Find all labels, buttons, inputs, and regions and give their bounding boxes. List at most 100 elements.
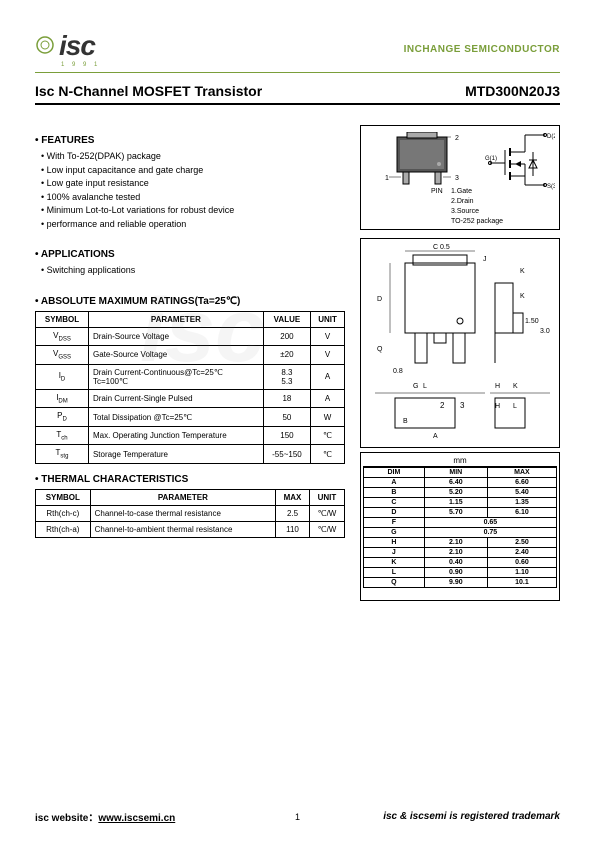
- feature-item: performance and reliable operation: [41, 218, 345, 232]
- mechanical-drawing: C 0.5 D Q 0.8 G L 2 3 J K K 1.50 3.0 H K…: [360, 238, 560, 448]
- table-header: VALUE: [263, 311, 310, 327]
- table-row: TstgStorage Temperature-55~150℃: [36, 445, 345, 464]
- svg-text:D: D: [377, 296, 382, 303]
- thermal-head: • THERMAL CHARACTERISTICS: [35, 474, 345, 485]
- unit-cell: ℃/W: [309, 522, 344, 538]
- dim-cell: J: [364, 548, 425, 558]
- unit-cell: A: [311, 389, 345, 408]
- feature-item: 100% avalanche tested: [41, 191, 345, 205]
- dim-cell: 5.70: [424, 508, 487, 518]
- features-head: • FEATURES: [35, 135, 345, 146]
- right-column: 1 3 2: [360, 125, 560, 601]
- unit-cell: ℃/W: [309, 506, 344, 522]
- value-cell: 110: [276, 522, 310, 538]
- svg-text:H: H: [495, 383, 500, 390]
- company-name: INCHANGE SEMICONDUCTOR: [404, 44, 560, 55]
- svg-text:2: 2: [455, 135, 459, 142]
- applications-list: Switching applications: [35, 264, 345, 278]
- table-header: SYMBOL: [36, 490, 91, 506]
- dim-cell: C: [364, 498, 425, 508]
- left-column: • FEATURES With To-252(DPAK) packageLow …: [35, 125, 345, 601]
- dim-cell: 10.1: [487, 578, 556, 588]
- svg-text:3: 3: [460, 401, 465, 410]
- dim-cell: 5.20: [424, 488, 487, 498]
- svg-text:K: K: [520, 268, 525, 275]
- svg-text:1.50: 1.50: [525, 318, 539, 325]
- feature-item: Minimum Lot-to-Lot variations for robust…: [41, 204, 345, 218]
- svg-text:G: G: [413, 383, 418, 390]
- dim-cell: 2.10: [424, 538, 487, 548]
- page-footer: isc website：www.iscsemi.cn 1 isc & iscse…: [35, 809, 560, 824]
- table-row: H2.102.50: [364, 538, 557, 548]
- table-row: VGSSGate-Source Voltage±20V: [36, 346, 345, 365]
- table-row: PDTotal Dissipation @Tc=25℃50W: [36, 408, 345, 427]
- dim-cell: 0.90: [424, 568, 487, 578]
- unit-cell: W: [311, 408, 345, 427]
- table-header: MAX: [487, 468, 556, 478]
- footer-left: isc website：www.iscsemi.cn: [35, 809, 175, 824]
- feature-item: With To-252(DPAK) package: [41, 150, 345, 164]
- absmax-table: SYMBOLPARAMETERVALUEUNIT VDSSDrain-Sourc…: [35, 311, 345, 465]
- dim-cell: Q: [364, 578, 425, 588]
- part-number: MTD300N20J3: [465, 83, 560, 99]
- dim-cell: K: [364, 558, 425, 568]
- symbol-cell: Tch: [36, 426, 89, 445]
- param-cell: Channel-to-ambient thermal resistance: [90, 522, 275, 538]
- param-cell: Drain Current-Continuous@Tc=25℃ Tc=100℃: [88, 364, 263, 389]
- dim-cell: 6.40: [424, 478, 487, 488]
- thermal-table: SYMBOLPARAMETERMAXUNIT Rth(ch-c)Channel-…: [35, 489, 345, 538]
- svg-text:3.0: 3.0: [540, 328, 550, 335]
- product-title: Isc N-Channel MOSFET Transistor: [35, 83, 262, 99]
- dim-cell: D: [364, 508, 425, 518]
- dimension-table: DIMMINMAX A6.406.60B5.205.40C1.151.35D5.…: [363, 467, 557, 588]
- table-header: UNIT: [309, 490, 344, 506]
- svg-text:L: L: [513, 403, 517, 410]
- table-row: B5.205.40: [364, 488, 557, 498]
- dim-cell: 2.40: [487, 548, 556, 558]
- title-row: Isc N-Channel MOSFET Transistor MTD300N2…: [35, 83, 560, 105]
- dim-cell: L: [364, 568, 425, 578]
- value-cell: 150: [263, 426, 310, 445]
- table-row: G0.75: [364, 528, 557, 538]
- param-cell: Storage Temperature: [88, 445, 263, 464]
- logo-icon: [35, 35, 55, 63]
- unit-cell: ℃: [311, 445, 345, 464]
- symbol-cell: VGSS: [36, 346, 89, 365]
- mosfet-symbol-icon: D(2) G(1) S(3): [485, 130, 555, 190]
- symbol-cell: IDM: [36, 389, 89, 408]
- main-content: • FEATURES With To-252(DPAK) packageLow …: [35, 125, 560, 601]
- param-cell: Drain-Source Voltage: [88, 327, 263, 346]
- logo-text: isc: [59, 30, 100, 62]
- param-cell: Drain Current-Single Pulsed: [88, 389, 263, 408]
- table-header: PARAMETER: [88, 311, 263, 327]
- pin-1: 1.Gate: [451, 188, 472, 195]
- package-icon: 1 3 2: [367, 132, 477, 192]
- table-row: A6.406.60: [364, 478, 557, 488]
- svg-text:K: K: [513, 383, 518, 390]
- dim-cell: 1.10: [487, 568, 556, 578]
- table-row: F0.65: [364, 518, 557, 528]
- page-header: isc 1 9 9 1 INCHANGE SEMICONDUCTOR: [35, 30, 560, 73]
- dim-unit-head: mm: [363, 455, 557, 467]
- table-row: D5.706.10: [364, 508, 557, 518]
- value-cell: 2.5: [276, 506, 310, 522]
- table-header: DIM: [364, 468, 425, 478]
- dim-cell: 0.65: [424, 518, 556, 528]
- features-list: With To-252(DPAK) packageLow input capac…: [35, 150, 345, 231]
- symbol-cell: VDSS: [36, 327, 89, 346]
- dim-cell: 2.10: [424, 548, 487, 558]
- value-cell: 8.3 5.3: [263, 364, 310, 389]
- svg-text:3: 3: [455, 175, 459, 182]
- dim-cell: 1.15: [424, 498, 487, 508]
- svg-text:B: B: [403, 418, 408, 425]
- value-cell: ±20: [263, 346, 310, 365]
- svg-text:C 0.5: C 0.5: [433, 244, 450, 251]
- table-row: IDDrain Current-Continuous@Tc=25℃ Tc=100…: [36, 364, 345, 389]
- table-header: SYMBOL: [36, 311, 89, 327]
- footer-label: isc website：: [35, 813, 98, 824]
- svg-text:1: 1: [385, 175, 389, 182]
- unit-cell: V: [311, 327, 345, 346]
- table-row: Q9.9010.1: [364, 578, 557, 588]
- dimension-table-wrap: mm DIMMINMAX A6.406.60B5.205.40C1.151.35…: [360, 452, 560, 601]
- dim-cell: 0.40: [424, 558, 487, 568]
